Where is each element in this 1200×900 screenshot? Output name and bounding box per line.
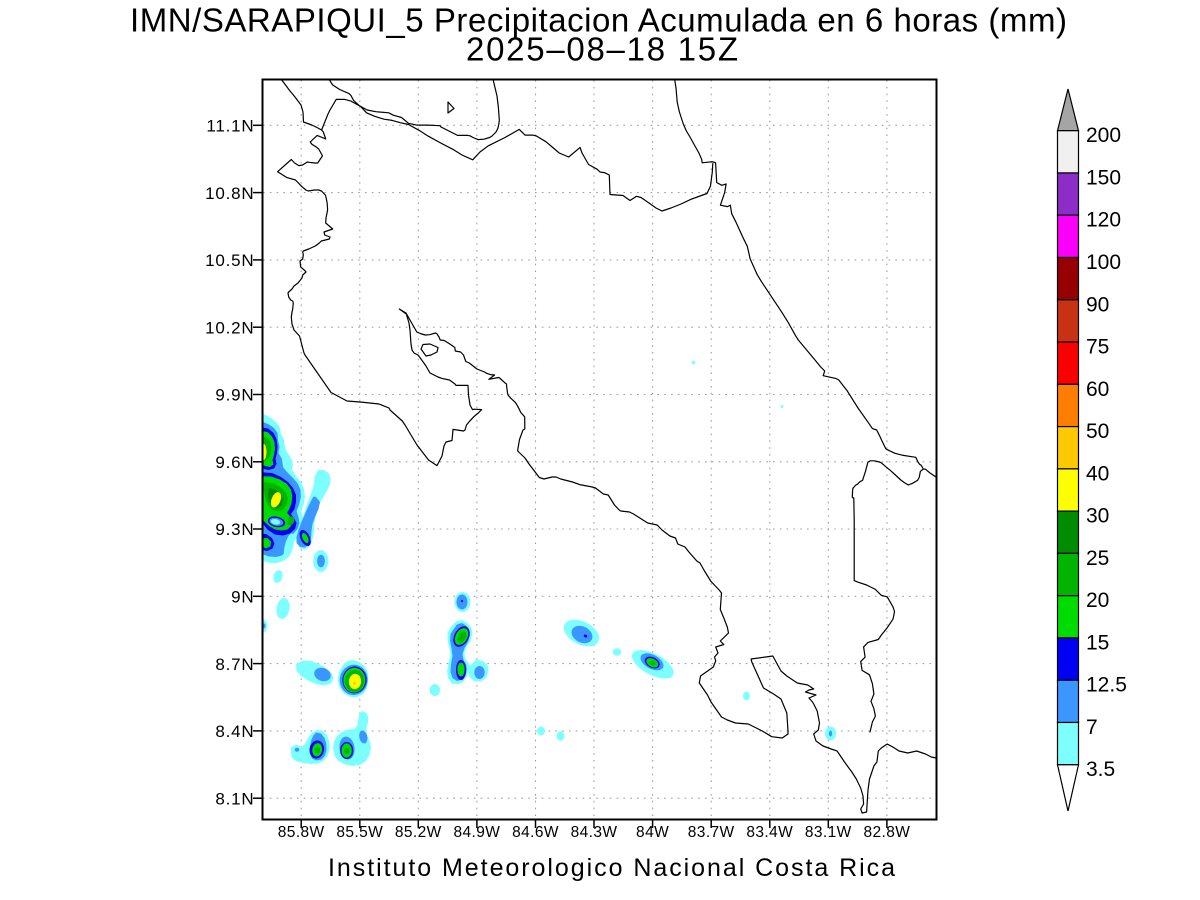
svg-text:8.7N: 8.7N — [215, 655, 254, 674]
svg-text:2025–08–18 15Z: 2025–08–18 15Z — [466, 31, 738, 68]
svg-text:85.8W: 85.8W — [278, 824, 325, 841]
svg-text:9.6N: 9.6N — [215, 453, 254, 472]
svg-text:3.5: 3.5 — [1086, 758, 1115, 781]
svg-text:200: 200 — [1086, 124, 1121, 147]
svg-text:12.5: 12.5 — [1086, 674, 1127, 697]
svg-text:9.3N: 9.3N — [215, 520, 254, 539]
svg-text:50: 50 — [1086, 420, 1109, 443]
svg-text:40: 40 — [1086, 462, 1109, 485]
svg-text:10.5N: 10.5N — [205, 251, 254, 270]
svg-text:120: 120 — [1086, 209, 1121, 232]
svg-text:83.4W: 83.4W — [746, 824, 793, 841]
svg-text:20: 20 — [1086, 589, 1109, 612]
svg-text:30: 30 — [1086, 505, 1109, 528]
svg-text:60: 60 — [1086, 378, 1109, 401]
svg-text:83.1W: 83.1W — [805, 824, 852, 841]
svg-text:Instituto Meteorologico Nacion: Instituto Meteorologico Nacional Costa R… — [328, 854, 895, 882]
svg-text:25: 25 — [1086, 547, 1109, 570]
svg-text:10.8N: 10.8N — [205, 184, 254, 203]
svg-text:100: 100 — [1086, 251, 1121, 274]
svg-text:84.9W: 84.9W — [453, 824, 500, 841]
svg-text:8.4N: 8.4N — [215, 722, 254, 741]
svg-text:90: 90 — [1086, 293, 1109, 316]
svg-text:84.3W: 84.3W — [571, 824, 618, 841]
svg-text:75: 75 — [1086, 336, 1109, 359]
svg-text:82.8W: 82.8W — [863, 824, 910, 841]
svg-text:84W: 84W — [636, 824, 669, 841]
svg-text:IMN/SARAPIQUI_5 Precipitacion: IMN/SARAPIQUI_5 Precipitacion Acumulada … — [130, 2, 1067, 39]
svg-text:150: 150 — [1086, 167, 1121, 190]
svg-text:85.5W: 85.5W — [336, 824, 383, 841]
svg-text:10.2N: 10.2N — [205, 318, 254, 337]
svg-text:15: 15 — [1086, 631, 1109, 654]
svg-text:11.1N: 11.1N — [206, 117, 254, 136]
svg-text:84.6W: 84.6W — [512, 824, 559, 841]
svg-text:8.1N: 8.1N — [215, 789, 254, 808]
svg-text:7: 7 — [1086, 716, 1098, 739]
svg-text:85.2W: 85.2W — [395, 824, 442, 841]
svg-text:9N: 9N — [231, 588, 254, 607]
svg-text:9.9N: 9.9N — [215, 386, 254, 405]
svg-text:83.7W: 83.7W — [688, 824, 735, 841]
